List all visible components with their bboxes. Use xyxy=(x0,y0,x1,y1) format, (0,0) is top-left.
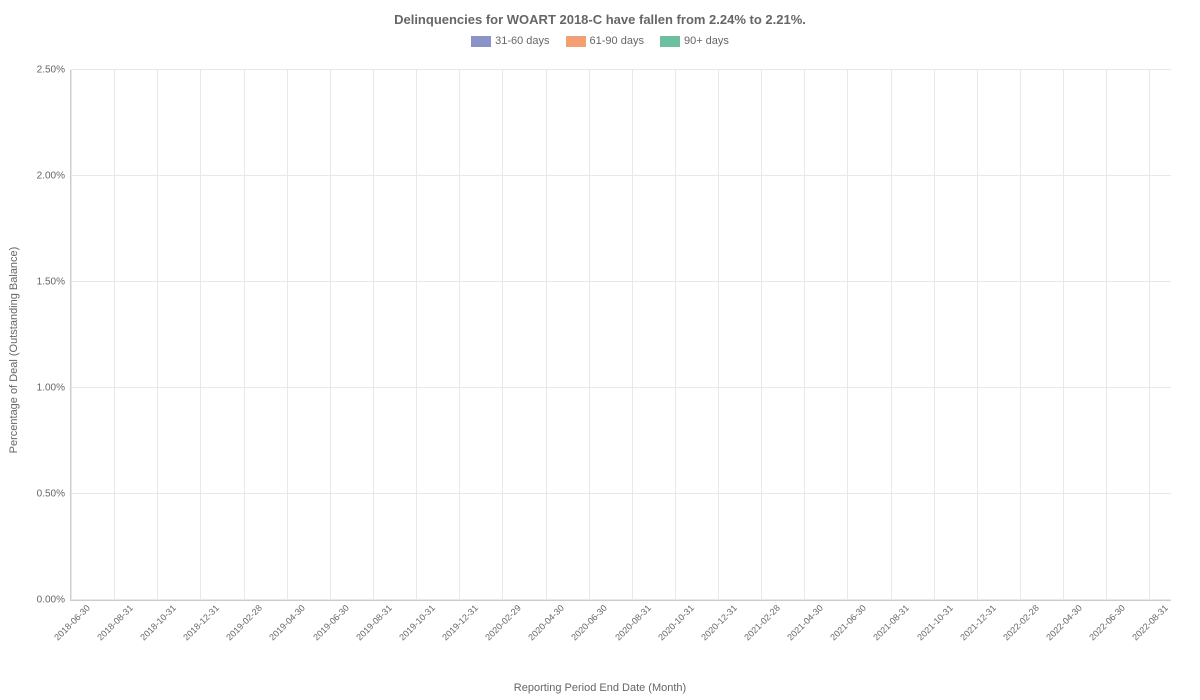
x-tick-label: 2019-08-31 xyxy=(351,600,393,642)
x-tick-label: 2020-02-29 xyxy=(481,600,523,642)
grid-line xyxy=(502,70,503,600)
x-axis-label: Reporting Period End Date (Month) xyxy=(514,682,686,694)
x-tick-label: 2022-08-31 xyxy=(1128,600,1170,642)
grid-line xyxy=(804,70,805,600)
x-tick-label: 2022-04-30 xyxy=(1041,600,1083,642)
delinquency-chart: Delinquencies for WOART 2018-C have fall… xyxy=(0,0,1200,700)
x-tick-label: 2021-08-31 xyxy=(869,600,911,642)
grid-line xyxy=(71,69,1171,70)
x-tick-label: 2021-04-30 xyxy=(783,600,825,642)
grid-line xyxy=(761,70,762,600)
x-tick-label: 2020-10-31 xyxy=(653,600,695,642)
y-tick-label: 1.00% xyxy=(37,383,71,394)
x-tick-label: 2020-04-30 xyxy=(524,600,566,642)
grid-line xyxy=(373,70,374,600)
legend-swatch xyxy=(566,36,586,47)
chart-title: Delinquencies for WOART 2018-C have fall… xyxy=(0,0,1200,27)
x-tick-label: 2021-06-30 xyxy=(826,600,868,642)
legend-swatch xyxy=(660,36,680,47)
y-tick-label: 0.00% xyxy=(37,595,71,606)
grid-line xyxy=(847,70,848,600)
grid-line xyxy=(589,70,590,600)
legend-label: 90+ days xyxy=(684,35,729,47)
x-tick-label: 2020-06-30 xyxy=(567,600,609,642)
grid-line xyxy=(1020,70,1021,600)
grid-line xyxy=(71,599,1171,600)
grid-line xyxy=(287,70,288,600)
grid-line xyxy=(114,70,115,600)
x-tick-label: 2019-04-30 xyxy=(265,600,307,642)
grid-line xyxy=(71,175,1171,176)
legend-label: 31-60 days xyxy=(495,35,549,47)
y-tick-label: 1.50% xyxy=(37,277,71,288)
x-tick-label: 2021-10-31 xyxy=(912,600,954,642)
x-tick-label: 2020-08-31 xyxy=(610,600,652,642)
x-tick-label: 2022-02-28 xyxy=(998,600,1040,642)
grid-line xyxy=(1063,70,1064,600)
x-tick-label: 2020-12-31 xyxy=(696,600,738,642)
grid-line xyxy=(71,70,72,600)
grid-line xyxy=(718,70,719,600)
chart-legend: 31-60 days 61-90 days 90+ days xyxy=(0,27,1200,47)
x-tick-label: 2019-12-31 xyxy=(437,600,479,642)
grid-line xyxy=(546,70,547,600)
grid-line xyxy=(157,70,158,600)
legend-item: 31-60 days xyxy=(471,35,549,47)
legend-item: 61-90 days xyxy=(566,35,644,47)
x-tick-label: 2018-06-30 xyxy=(49,600,91,642)
legend-label: 61-90 days xyxy=(590,35,644,47)
legend-swatch xyxy=(471,36,491,47)
x-tick-label: 2018-08-31 xyxy=(92,600,134,642)
grid-line xyxy=(330,70,331,600)
y-tick-label: 0.50% xyxy=(37,489,71,500)
x-tick-label: 2019-06-30 xyxy=(308,600,350,642)
y-axis-label: Percentage of Deal (Outstanding Balance) xyxy=(8,247,20,454)
grid-line xyxy=(632,70,633,600)
y-tick-label: 2.00% xyxy=(37,171,71,182)
grid-line xyxy=(1149,70,1150,600)
grid-line xyxy=(1106,70,1107,600)
x-tick-label: 2021-02-28 xyxy=(739,600,781,642)
grid-line xyxy=(934,70,935,600)
grid-line xyxy=(244,70,245,600)
grid-line xyxy=(675,70,676,600)
x-tick-label: 2018-10-31 xyxy=(135,600,177,642)
plot-area: 0.00%0.50%1.00%1.50%2.00%2.50%2018-06-30… xyxy=(70,70,1171,601)
legend-item: 90+ days xyxy=(660,35,729,47)
grid-line xyxy=(891,70,892,600)
grid-line xyxy=(71,387,1171,388)
grid-line xyxy=(459,70,460,600)
grid-line xyxy=(71,493,1171,494)
x-tick-label: 2022-06-30 xyxy=(1085,600,1127,642)
x-tick-label: 2019-02-28 xyxy=(222,600,264,642)
x-tick-label: 2019-10-31 xyxy=(394,600,436,642)
y-tick-label: 2.50% xyxy=(37,65,71,76)
x-tick-label: 2018-12-31 xyxy=(179,600,221,642)
x-tick-label: 2021-12-31 xyxy=(955,600,997,642)
grid-line xyxy=(977,70,978,600)
grid-line xyxy=(416,70,417,600)
grid-line xyxy=(200,70,201,600)
grid-line xyxy=(71,281,1171,282)
